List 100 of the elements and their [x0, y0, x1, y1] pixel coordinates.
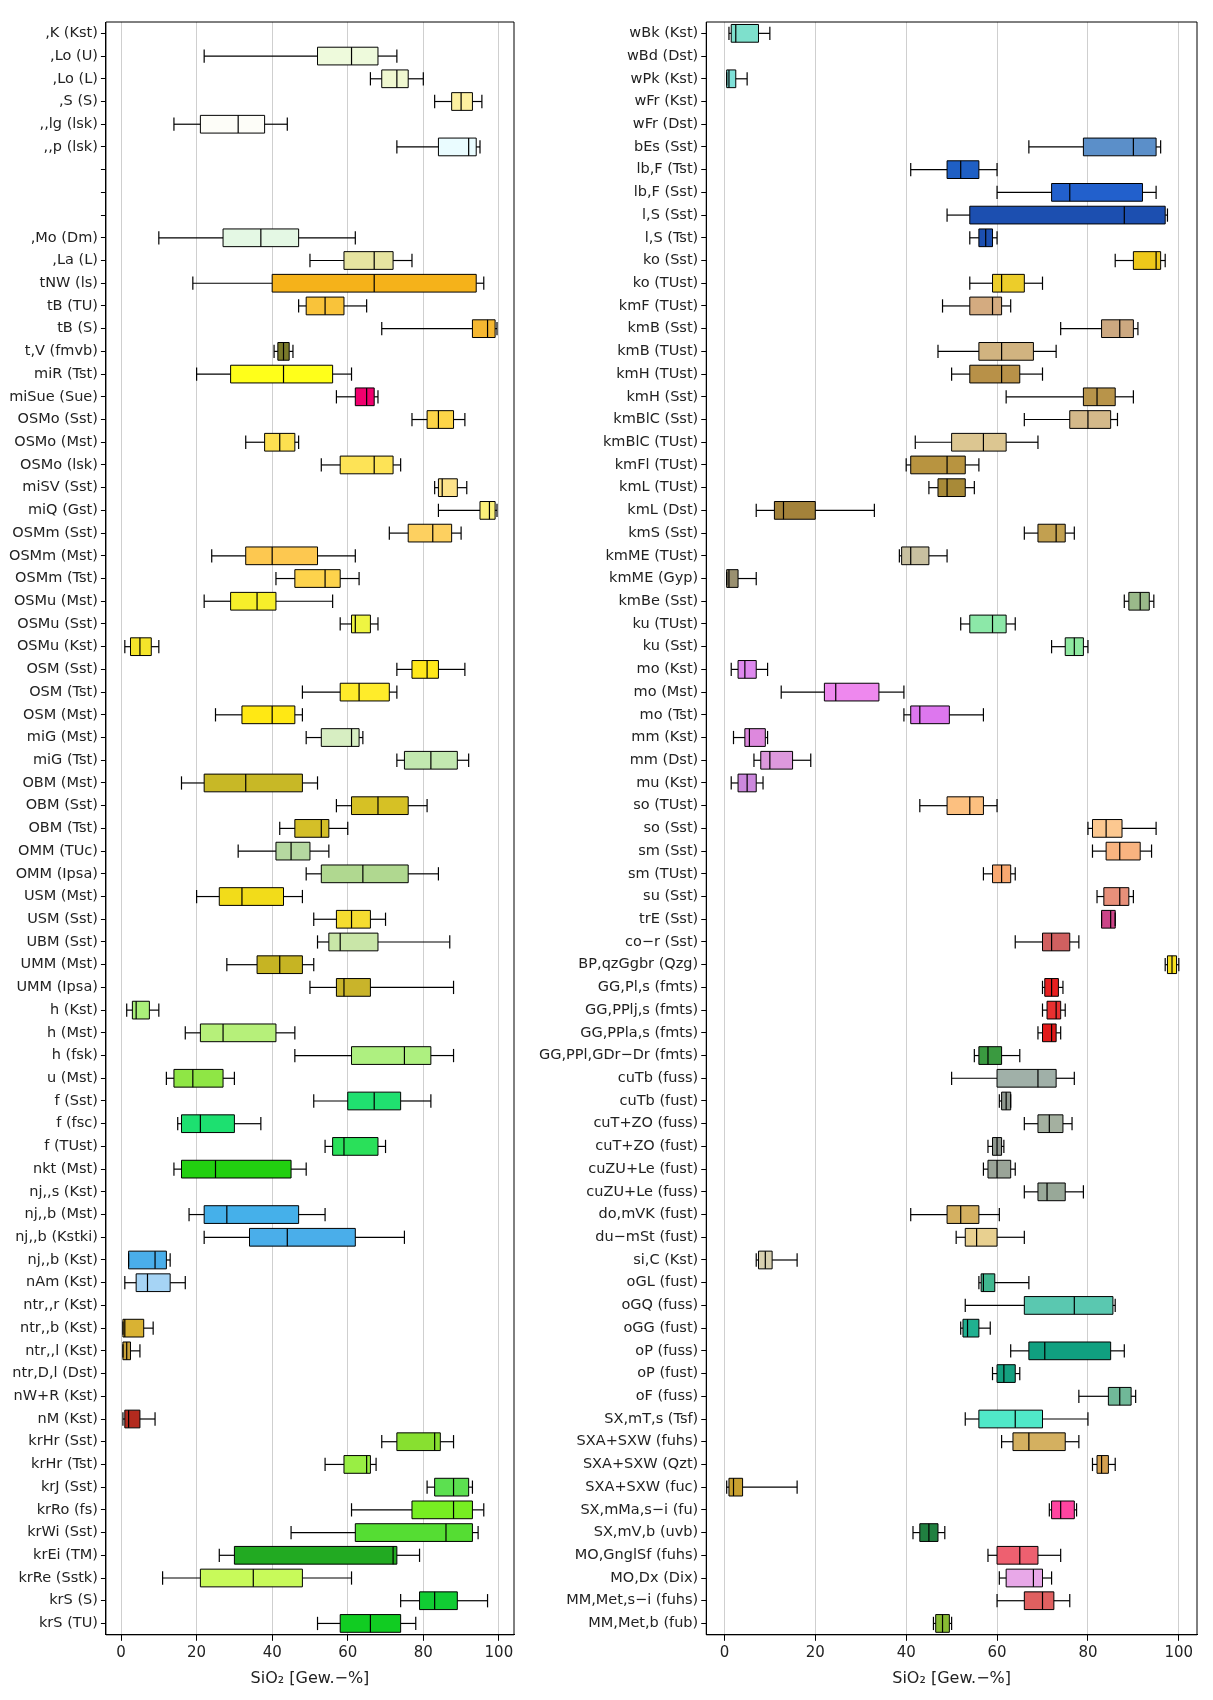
y-tick-label: oGQ (fuss) — [621, 1296, 699, 1313]
x-tick-label: 80 — [413, 1642, 433, 1661]
y-tick-label: ku (Sst) — [642, 637, 699, 654]
y-tick-label: ntr,,l (Kst) — [25, 1341, 98, 1358]
y-tick-label: SX,mMa,s−i (fu) — [580, 1500, 699, 1517]
y-tick-label: ,,p (lsk) — [43, 137, 98, 154]
y-tick-label: OSMm (Sst) — [12, 523, 98, 540]
y-tick-label: kmFl (TUst) — [614, 455, 699, 472]
y-tick-label: UMM (Ipsa) — [16, 978, 98, 995]
y-tick-label: cuT+ZO (fuss) — [593, 1114, 699, 1131]
y-tick-label: wPk (Kst) — [630, 69, 699, 86]
y-tick-label: cuTb (fust) — [619, 1091, 699, 1108]
y-tick-label: h (Kst) — [50, 1000, 98, 1017]
y-tick-label: co−r (Sst) — [624, 932, 699, 949]
y-tick-label: bEs (Sst) — [633, 137, 699, 154]
y-tick-label: f (Sst) — [54, 1091, 98, 1108]
y-tick-label: f (fsc) — [56, 1114, 98, 1131]
y-tick-label: kmH (Sst) — [626, 387, 699, 404]
y-tick-label: cuZU+Le (fust) — [588, 1159, 699, 1176]
y-tick-label: kmH (TUst) — [616, 364, 699, 381]
y-tick-label: GG,PPlj,s (fmts) — [585, 1000, 699, 1017]
y-tick-label: mo (Mst) — [633, 682, 699, 699]
y-tick-label: nkt (Mst) — [32, 1159, 98, 1176]
y-tick-label: nj,,b (Kstki) — [15, 1228, 98, 1245]
y-tick-label: krWi (Sst) — [27, 1523, 98, 1540]
y-tick-label: ,Lo (U) — [50, 46, 98, 63]
y-tick-label: krJ (Sst) — [40, 1477, 98, 1494]
y-tick-label: wFr (Dst) — [632, 114, 699, 131]
y-tick-label: ,Mo (Dm) — [30, 228, 98, 245]
y-tick-label: OSMm (Mst) — [8, 546, 98, 563]
x-tick-label: 0 — [719, 1642, 730, 1661]
x-tick-label: 20 — [805, 1642, 825, 1661]
y-tick-label: tB (TU) — [46, 296, 98, 313]
y-tick-label: MO,Dx (Dix) — [610, 1568, 699, 1585]
y-tick-label: OBM (Tst) — [28, 819, 98, 836]
y-tick-label: nj,,b (Mst) — [24, 1205, 98, 1222]
y-tick-label: mu (Kst) — [636, 773, 699, 790]
y-tick-label: ntr,,b (Kst) — [19, 1318, 98, 1335]
y-tick-label: nAm (Kst) — [26, 1273, 98, 1290]
y-tick-label: wBd (Dst) — [626, 46, 699, 63]
y-tick-label: OSMo (Mst) — [14, 433, 98, 449]
y-tick-label: oP (fust) — [637, 1364, 699, 1381]
y-tick-label: sm (Sst) — [638, 841, 699, 858]
y-tick-label: f (TUst) — [44, 1137, 98, 1154]
y-tick-label: OSMo (Sst) — [17, 410, 98, 427]
y-tick-label: OSMm (Tst) — [15, 569, 98, 586]
y-tick-label: ,Lo (L) — [52, 69, 98, 86]
y-tick-label: OBM (Sst) — [25, 796, 98, 813]
y-tick-label: kmB (TUst) — [617, 342, 699, 359]
y-tick-label: OSM (Tst) — [29, 682, 98, 699]
y-tick-label: OSMo (lsk) — [20, 455, 98, 472]
y-tick-label: OSMu (Mst) — [13, 592, 98, 609]
y-tick-label: mm (Kst) — [631, 728, 699, 745]
x-axis-title: SiO₂ [Gew.−%] — [250, 1667, 370, 1687]
y-tick-label: krHr (Tst) — [31, 1455, 98, 1472]
y-tick-label: OSM (Sst) — [26, 660, 98, 677]
y-tick-label: kmBlC (Sst) — [613, 410, 699, 427]
y-tick-label: lb,F (Sst) — [633, 183, 699, 200]
y-tick-label: ,,lg (lsk) — [39, 114, 98, 131]
y-tick-label: ko (TUst) — [632, 273, 699, 290]
y-tick-label: nW+R (Kst) — [13, 1387, 98, 1404]
y-tick-label: so (TUst) — [633, 796, 699, 813]
y-tick-label: nj,,b (Kst) — [27, 1250, 98, 1267]
y-tick-label: nM (Kst) — [37, 1409, 98, 1426]
x-axis-title: SiO₂ [Gew.−%] — [892, 1667, 1011, 1687]
y-tick-label: oP (fuss) — [635, 1341, 699, 1358]
y-tick-label: miSue (Sue) — [9, 387, 98, 404]
y-tick-label: wFr (Kst) — [634, 92, 699, 109]
y-tick-label: krRo (fs) — [36, 1500, 98, 1517]
y-tick-label: krRe (Sstk) — [18, 1568, 98, 1585]
y-tick-label: cuT+ZO (fust) — [595, 1137, 699, 1154]
y-tick-label: kmL (Dst) — [627, 501, 699, 518]
y-tick-label: miG (Tst) — [32, 751, 98, 768]
y-tick-label: oGG (fust) — [623, 1318, 699, 1335]
y-tick-label: kmS (Sst) — [628, 523, 699, 540]
x-tick-label: 0 — [116, 1642, 126, 1661]
y-tick-label: krEi (TM) — [33, 1546, 98, 1563]
y-tick-label: ku (TUst) — [632, 614, 699, 631]
y-tick-label: l,S (Sst) — [642, 205, 699, 222]
x-tick-label: 100 — [1164, 1642, 1194, 1661]
y-tick-label: cuZU+Le (fuss) — [586, 1182, 699, 1199]
y-tick-label: kmB (Sst) — [627, 319, 699, 336]
y-tick-label: trE (Sst) — [639, 910, 699, 927]
y-tick-label: do,mVK (fust) — [598, 1205, 699, 1222]
y-tick-label: MM,Met,s−i (fuhs) — [566, 1591, 699, 1608]
y-tick-label: kmME (TUst) — [605, 546, 699, 563]
y-tick-label: SX,mV,b (uvb) — [593, 1523, 699, 1540]
y-tick-label: UBM (Sst) — [26, 932, 98, 949]
y-tick-label: so (Sst) — [643, 819, 699, 836]
y-tick-label: BP,qzGgbr (Qzg) — [578, 955, 699, 972]
y-tick-label: mm (Dst) — [629, 751, 699, 768]
y-tick-label: MM,Met,b (fub) — [588, 1614, 699, 1631]
y-tick-label: ,S (S) — [58, 92, 98, 109]
y-tick-label: OMM (Ipsa) — [15, 864, 98, 881]
y-tick-label: OSMu (Sst) — [17, 614, 98, 631]
y-tick-label: h (Mst) — [47, 1023, 98, 1040]
x-tick-label: 60 — [987, 1642, 1007, 1661]
y-tick-label: t,V (fmvb) — [24, 342, 98, 359]
y-tick-label: kmF (TUst) — [618, 296, 699, 313]
y-tick-label: SXA+SXW (fuhs) — [576, 1432, 699, 1449]
